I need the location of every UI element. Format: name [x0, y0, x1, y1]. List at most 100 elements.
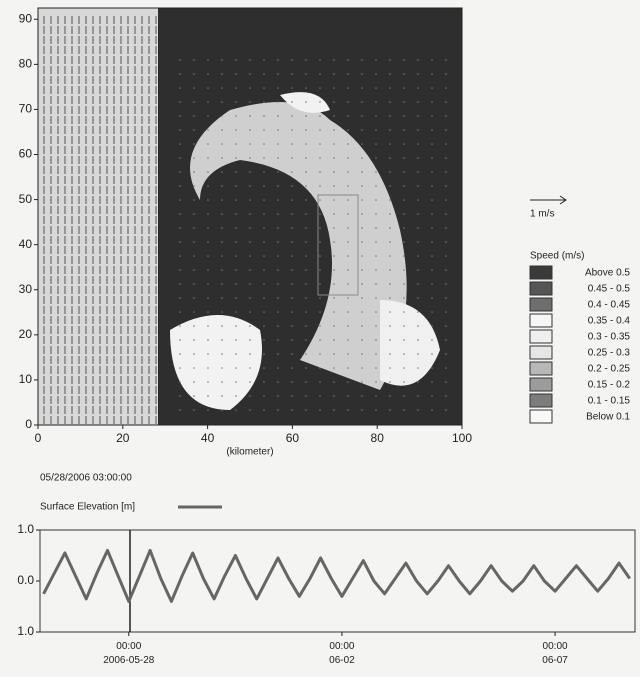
vector-dot	[221, 339, 223, 341]
vector-dot	[319, 213, 321, 215]
vector-dot	[179, 59, 181, 61]
vector-dot	[445, 367, 447, 369]
vector-dot	[207, 87, 209, 89]
vector-dot	[431, 255, 433, 257]
vector-dot	[319, 87, 321, 89]
vector-dot	[403, 143, 405, 145]
vector-dot	[291, 269, 293, 271]
vector-dot	[207, 353, 209, 355]
vector-dot	[179, 199, 181, 201]
vector-dot	[291, 409, 293, 411]
vector-dot	[221, 381, 223, 383]
vector-dot	[207, 269, 209, 271]
vector-dot	[179, 339, 181, 341]
vector-dot	[235, 73, 237, 75]
map-region	[170, 315, 262, 410]
vector-dot	[193, 255, 195, 257]
vector-dot	[389, 283, 391, 285]
vector-dot	[207, 171, 209, 173]
vector-dot	[305, 87, 307, 89]
vector-dot	[193, 59, 195, 61]
vector-dot	[389, 101, 391, 103]
vector-dot	[221, 87, 223, 89]
vector-dot	[417, 143, 419, 145]
vector-dot	[179, 269, 181, 271]
vector-dot	[179, 101, 181, 103]
vector-dot	[347, 353, 349, 355]
vector-dot	[333, 199, 335, 201]
vector-dot	[249, 283, 251, 285]
vector-dot	[221, 143, 223, 145]
vector-dot	[193, 269, 195, 271]
vector-dot	[221, 269, 223, 271]
y-tick-label: 1.0	[17, 522, 34, 536]
y-tick-label: 70	[19, 102, 33, 116]
vector-dot	[417, 101, 419, 103]
x-tick-label: 40	[201, 431, 215, 445]
vector-dot	[389, 73, 391, 75]
vector-dot	[361, 185, 363, 187]
vector-dot	[417, 213, 419, 215]
vector-dot	[207, 157, 209, 159]
vector-dot	[179, 409, 181, 411]
vector-dot	[263, 381, 265, 383]
vector-dot	[291, 101, 293, 103]
vector-dot	[291, 283, 293, 285]
vector-dot	[361, 325, 363, 327]
vector-dot	[291, 227, 293, 229]
vector-dot	[319, 325, 321, 327]
vector-dot	[249, 241, 251, 243]
scale-label: 1 m/s	[530, 209, 554, 220]
vector-dot	[291, 311, 293, 313]
vector-dot	[403, 395, 405, 397]
legend-label: 0.2 - 0.25	[588, 364, 631, 375]
vector-dot	[291, 157, 293, 159]
vector-dot	[347, 311, 349, 313]
vector-dot	[361, 227, 363, 229]
vector-dot	[207, 283, 209, 285]
vector-dot	[263, 339, 265, 341]
vector-dot	[445, 283, 447, 285]
y-tick-label: 10	[19, 372, 33, 386]
vector-dot	[445, 101, 447, 103]
vector-dot	[263, 409, 265, 411]
vector-dot	[235, 59, 237, 61]
vector-dot	[263, 353, 265, 355]
vector-dot	[179, 283, 181, 285]
vector-dot	[389, 157, 391, 159]
vector-dot	[249, 353, 251, 355]
vector-dot	[361, 143, 363, 145]
vector-dot	[403, 59, 405, 61]
vector-dot	[221, 213, 223, 215]
vector-dot	[347, 59, 349, 61]
legend-swatch	[529, 313, 553, 328]
vector-dot	[403, 157, 405, 159]
vector-dot	[347, 129, 349, 131]
vector-dot	[235, 115, 237, 117]
vector-dot	[235, 185, 237, 187]
vector-dot	[277, 381, 279, 383]
vector-dot	[291, 143, 293, 145]
vector-dot	[333, 227, 335, 229]
vector-dot	[389, 59, 391, 61]
vector-dot	[403, 311, 405, 313]
vector-dot	[249, 59, 251, 61]
vector-dot	[445, 325, 447, 327]
vector-dot	[249, 227, 251, 229]
legend-swatch	[529, 329, 553, 344]
vector-dot	[263, 185, 265, 187]
vector-dot	[235, 269, 237, 271]
vector-dot	[179, 395, 181, 397]
vector-dot	[319, 297, 321, 299]
vector-dot	[235, 409, 237, 411]
vector-dot	[249, 367, 251, 369]
vector-dot	[291, 325, 293, 327]
vector-dot	[403, 255, 405, 257]
vector-dot	[193, 297, 195, 299]
vector-dot	[431, 59, 433, 61]
vector-dot	[277, 325, 279, 327]
vector-dot	[445, 409, 447, 411]
vector-dot	[375, 255, 377, 257]
vector-dot	[333, 171, 335, 173]
vector-dot	[193, 213, 195, 215]
